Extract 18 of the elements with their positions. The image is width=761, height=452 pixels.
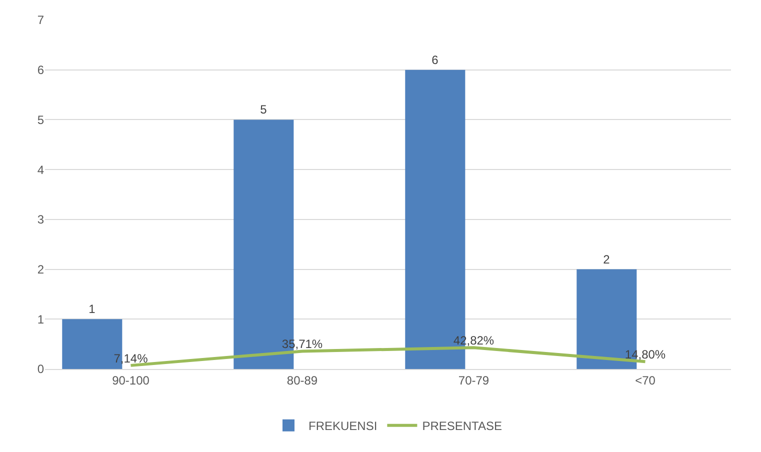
y-tick-label: 6 xyxy=(37,63,44,78)
y-tick-label: 7 xyxy=(37,13,44,28)
y-tick-label: 2 xyxy=(37,262,44,276)
y-tick-label: 3 xyxy=(37,212,44,227)
x-tick-label: 90-100 xyxy=(112,373,150,388)
y-tick-label: 0 xyxy=(37,362,44,376)
data-label: 5 xyxy=(260,102,268,117)
x-tick-label: <70 xyxy=(635,373,656,388)
y-tick-label: 5 xyxy=(37,112,44,127)
y-tick-label: 4 xyxy=(37,162,44,177)
y-tick-label: 1 xyxy=(37,312,44,326)
x-tick-label: 70-79 xyxy=(458,373,490,388)
x-tick-label: 80-89 xyxy=(286,373,318,388)
legend-label: FREKUENSI xyxy=(308,419,378,434)
data-label: 1 xyxy=(88,302,96,316)
legend-label: PRESENTASE xyxy=(422,419,502,434)
data-label: 2 xyxy=(603,252,610,266)
data-label: 6 xyxy=(432,52,439,67)
